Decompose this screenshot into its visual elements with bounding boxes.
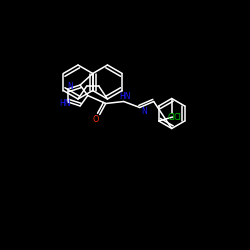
Text: O: O [92, 115, 99, 124]
Text: HN: HN [119, 92, 130, 101]
Text: Cl: Cl [174, 112, 182, 122]
Text: Cl: Cl [168, 113, 176, 122]
Text: N: N [141, 107, 146, 116]
Text: HN: HN [59, 100, 70, 108]
Text: N: N [67, 82, 73, 90]
